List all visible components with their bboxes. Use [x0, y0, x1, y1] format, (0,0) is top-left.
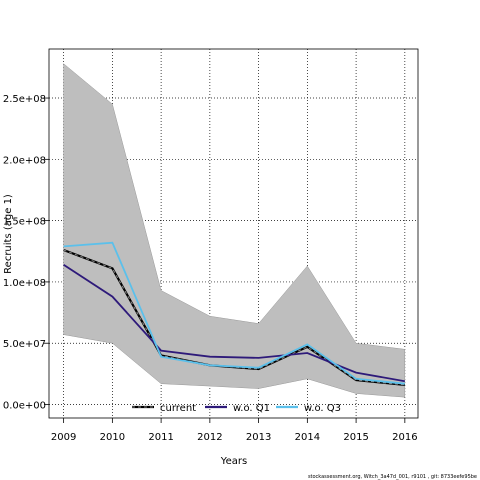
legend-current-label: current [160, 403, 196, 414]
x-tick-label: 2013 [246, 432, 271, 443]
x-tick-label: 2014 [295, 432, 320, 443]
legend-w-o-q1-label: w.o. Q1 [233, 403, 270, 414]
y-axis: 0.0e+00 5.0e+07 1.0e+08 1.5e+08 2.0e+08 2.5e+… [3, 94, 49, 412]
plot-frame [48, 48, 419, 419]
series-line-w-o-q3 [63, 241, 405, 385]
x-tick-label: 2009 [51, 432, 76, 443]
x-axis-title: Years [220, 456, 247, 467]
series-line-w-o-q1 [63, 264, 405, 383]
y-tick-label: 5.0e+07 [3, 339, 46, 350]
y-tick-label: 1.0e+08 [3, 278, 46, 289]
x-tick-label: 2015 [343, 432, 368, 443]
series-lines [63, 241, 405, 386]
y-tick-label: 0.0e+00 [3, 401, 46, 412]
footer-text: stockassessment.org, Witch_3a47d_001, r9… [308, 474, 477, 480]
x-tick-label: 2012 [197, 432, 222, 443]
x-tick-label: 2010 [100, 432, 125, 443]
x-tick-label: 2011 [148, 432, 173, 443]
legend-w-o-q3-label: w.o. Q3 [304, 403, 341, 414]
legend: current w.o. Q1 w.o. Q3 [132, 403, 341, 414]
series-line-current-dash [63, 249, 405, 386]
x-axis: 2009 2010 2011 2012 2013 2014 2015 2016 [51, 418, 418, 443]
y-tick-label: 2.0e+08 [3, 155, 46, 166]
x-tick-label: 2016 [392, 432, 417, 443]
y-tick-label: 1.5e+08 [3, 217, 46, 228]
y-axis-title: Recruits (age 1) [3, 194, 14, 274]
confidence-band [63, 63, 406, 398]
y-tick-label: 2.5e+08 [3, 94, 46, 105]
